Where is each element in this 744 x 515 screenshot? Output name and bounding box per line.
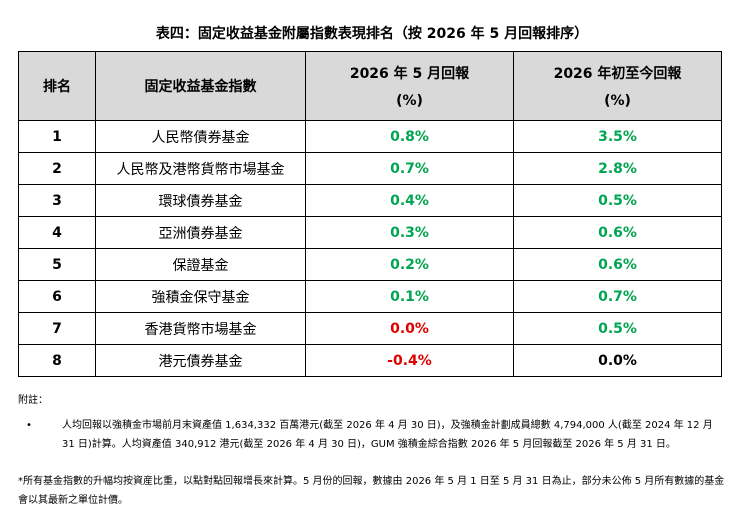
- fund-name-cell: 強積金保守基金: [95, 280, 306, 313]
- table-row: 7 香港貨幣市場基金 0.0% 0.5%: [18, 312, 722, 345]
- ytd-return-cell: 0.6%: [513, 216, 722, 249]
- header-ytd-return-unit: (%): [604, 93, 631, 109]
- header-may-return: 2026 年 5 月回報 (%): [305, 51, 514, 121]
- notes-section: 附註： • 人均回報以強積金市場前月末資產值 1,634,332 百萬港元(截至…: [18, 391, 728, 510]
- footnote: *所有基金指數的升幅均按資産比重，以點對點回報增長來計算。5 月份的回報，數據由…: [18, 476, 725, 506]
- may-return-cell: 0.2%: [305, 248, 514, 281]
- ytd-return-cell: 2.8%: [513, 152, 722, 185]
- table-row: 3 環球債券基金 0.4% 0.5%: [18, 184, 722, 217]
- rank-cell: 2: [18, 152, 96, 185]
- header-rank: 排名: [18, 51, 96, 121]
- table-row: 6 強積金保守基金 0.1% 0.7%: [18, 280, 722, 313]
- bullet-icon: •: [26, 420, 32, 431]
- header-ytd-return-line1: 2026 年初至今回報: [553, 66, 682, 82]
- table-row: 2 人民幣及港幣貨幣市場基金 0.7% 2.8%: [18, 152, 722, 185]
- rank-cell: 1: [18, 120, 96, 153]
- ytd-return-cell: 0.5%: [513, 312, 722, 345]
- may-return-cell: -0.4%: [305, 344, 514, 377]
- rank-cell: 8: [18, 344, 96, 377]
- may-return-cell: 0.0%: [305, 312, 514, 345]
- notes-bullet-item: • 人均回報以強積金市場前月末資產值 1,634,332 百萬港元(截至 202…: [18, 416, 728, 454]
- fund-name-cell: 保證基金: [95, 248, 306, 281]
- table-header-row: 排名 固定收益基金指數 2026 年 5 月回報 (%) 2026 年初至今回報…: [18, 51, 722, 121]
- header-ytd-return: 2026 年初至今回報 (%): [513, 51, 722, 121]
- fund-name-cell: 人民幣及港幣貨幣市場基金: [95, 152, 306, 185]
- table-row: 4 亞洲債券基金 0.3% 0.6%: [18, 216, 722, 249]
- ytd-return-cell: 3.5%: [513, 120, 722, 153]
- fund-ranking-table: 排名 固定收益基金指數 2026 年 5 月回報 (%) 2026 年初至今回報…: [18, 51, 722, 377]
- table-row: 5 保證基金 0.2% 0.6%: [18, 248, 722, 281]
- fund-name-cell: 亞洲債券基金: [95, 216, 306, 249]
- header-may-return-unit: (%): [396, 93, 423, 109]
- ytd-return-cell: 0.6%: [513, 248, 722, 281]
- rank-cell: 3: [18, 184, 96, 217]
- rank-cell: 7: [18, 312, 96, 345]
- table-title: 表四：固定收益基金附屬指數表現排名（按 2026 年 5 月回報排序）: [155, 26, 589, 42]
- fund-name-cell: 人民幣債券基金: [95, 120, 306, 153]
- may-return-cell: 0.1%: [305, 280, 514, 313]
- rank-cell: 4: [18, 216, 96, 249]
- header-may-return-line1: 2026 年 5 月回報: [349, 66, 470, 82]
- notes-bullet-text: 人均回報以強積金市場前月末資產值 1,634,332 百萬港元(截至 2026 …: [62, 420, 713, 450]
- fund-name-cell: 環球債券基金: [95, 184, 306, 217]
- may-return-cell: 0.3%: [305, 216, 514, 249]
- ytd-return-cell: 0.5%: [513, 184, 722, 217]
- may-return-cell: 0.8%: [305, 120, 514, 153]
- ytd-return-cell: 0.7%: [513, 280, 722, 313]
- header-fund: 固定收益基金指數: [95, 51, 306, 121]
- ytd-return-cell: 0.0%: [513, 344, 722, 377]
- notes-header: 附註：: [18, 395, 48, 406]
- may-return-cell: 0.7%: [305, 152, 514, 185]
- table-row: 1 人民幣債券基金 0.8% 3.5%: [18, 120, 722, 153]
- rank-cell: 6: [18, 280, 96, 313]
- fund-name-cell: 香港貨幣市場基金: [95, 312, 306, 345]
- rank-cell: 5: [18, 248, 96, 281]
- may-return-cell: 0.4%: [305, 184, 514, 217]
- table-row: 8 港元債券基金 -0.4% 0.0%: [18, 344, 722, 377]
- fund-name-cell: 港元債券基金: [95, 344, 306, 377]
